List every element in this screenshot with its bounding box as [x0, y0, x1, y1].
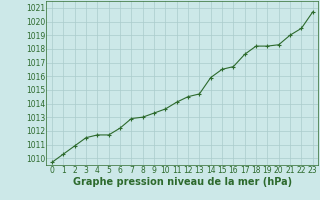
- X-axis label: Graphe pression niveau de la mer (hPa): Graphe pression niveau de la mer (hPa): [73, 177, 292, 187]
